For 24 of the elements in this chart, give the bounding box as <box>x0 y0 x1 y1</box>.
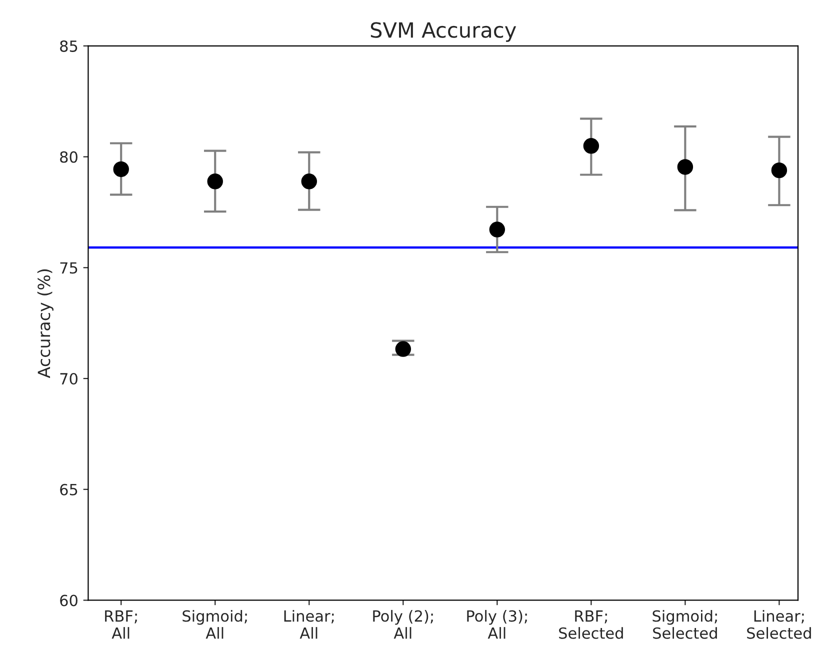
y-tick-label: 80 <box>60 151 78 163</box>
y-tick-label: 75 <box>60 262 78 274</box>
x-tick-label: RBF; All <box>105 610 137 639</box>
y-tick-label: 85 <box>60 40 78 52</box>
point <box>677 159 694 175</box>
x-tick-label: Poly (3); All <box>467 610 527 639</box>
x-tick-label: Sigmoid; Selected <box>652 610 717 639</box>
point <box>113 161 129 178</box>
point <box>207 174 223 190</box>
point <box>489 222 506 238</box>
y-tick-label: 70 <box>60 372 78 385</box>
x-tick-label: Linear; All <box>284 610 334 639</box>
x-tick-label: Poly (2); All <box>373 610 433 639</box>
x-tick-label: RBF; Selected <box>559 610 623 639</box>
point <box>771 162 788 178</box>
point <box>395 341 412 357</box>
y-axis-title: Accuracy (%) <box>37 269 54 378</box>
y-tick-label: 60 <box>60 594 78 606</box>
chart-title: SVM Accuracy <box>370 22 516 42</box>
x-tick-label: Sigmoid; All <box>182 610 247 639</box>
point <box>583 138 600 154</box>
x-tick-label: Linear; Selected <box>747 610 811 639</box>
y-tick-label: 65 <box>60 484 78 496</box>
point <box>301 174 317 190</box>
